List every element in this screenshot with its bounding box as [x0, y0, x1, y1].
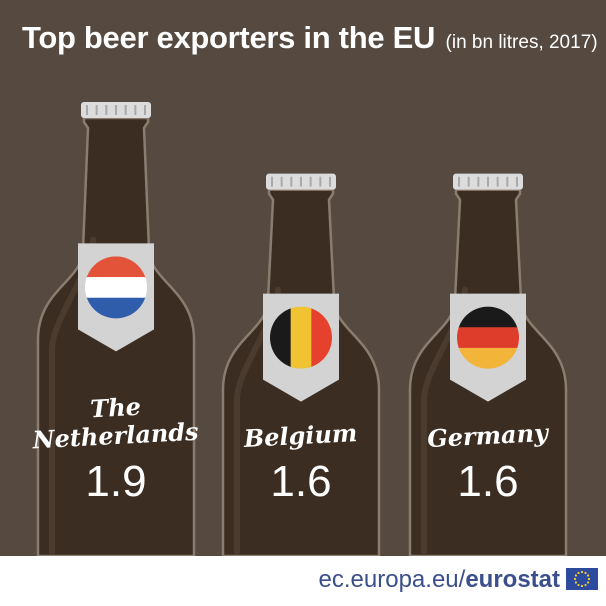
source-domain: ec.europa.eu/ [318, 566, 466, 593]
bar-belgium: Belgium 1.6 [221, 173, 381, 556]
value-label-germany: 1.6 [457, 457, 518, 506]
netherlands-flag-icon [85, 256, 147, 319]
title-main: Top beer exporters in the EU [22, 20, 436, 55]
footer: ec.europa.eu/eurostat [0, 556, 606, 606]
category-label-belgium: Belgium [242, 418, 358, 453]
germany-flag-icon [457, 306, 519, 369]
eu-star [580, 584, 584, 588]
eu-star [586, 581, 590, 584]
eu-star [584, 571, 587, 575]
eu-flag-field [566, 568, 598, 590]
category-label-the-netherlands: The [90, 392, 142, 424]
eu-star [577, 571, 580, 575]
flag-stripe [270, 306, 292, 369]
chart-title: Top beer exporters in the EU (in bn litr… [22, 20, 598, 56]
flag-stripe [457, 327, 519, 349]
flag-stripe [290, 306, 312, 369]
source-brand: eurostat [465, 566, 560, 593]
value-label-belgium: 1.6 [270, 457, 331, 506]
flag-stripe [85, 256, 147, 278]
eu-star [584, 583, 587, 587]
belgium-flag-icon [270, 306, 332, 369]
flag-stripe [311, 306, 332, 369]
flag-stripe [85, 297, 147, 319]
eu-flag-icon [566, 568, 598, 590]
eu-star [577, 583, 580, 587]
flag-stripe [457, 347, 519, 369]
eu-star [573, 577, 577, 581]
eu-star [574, 574, 578, 577]
eu-star [586, 574, 590, 577]
eu-star [587, 577, 591, 581]
category-label-germany: Germany [427, 418, 551, 453]
title-subtitle: (in bn litres, 2017) [445, 32, 598, 53]
eu-star [574, 581, 578, 584]
eu-star [580, 570, 584, 574]
source-link[interactable]: ec.europa.eu/eurostat [319, 566, 560, 594]
value-label-the-netherlands: 1.9 [85, 457, 146, 506]
flag-stripe [85, 277, 147, 299]
flag-stripe [457, 306, 519, 328]
bar-germany: Germany 1.6 [408, 173, 568, 556]
